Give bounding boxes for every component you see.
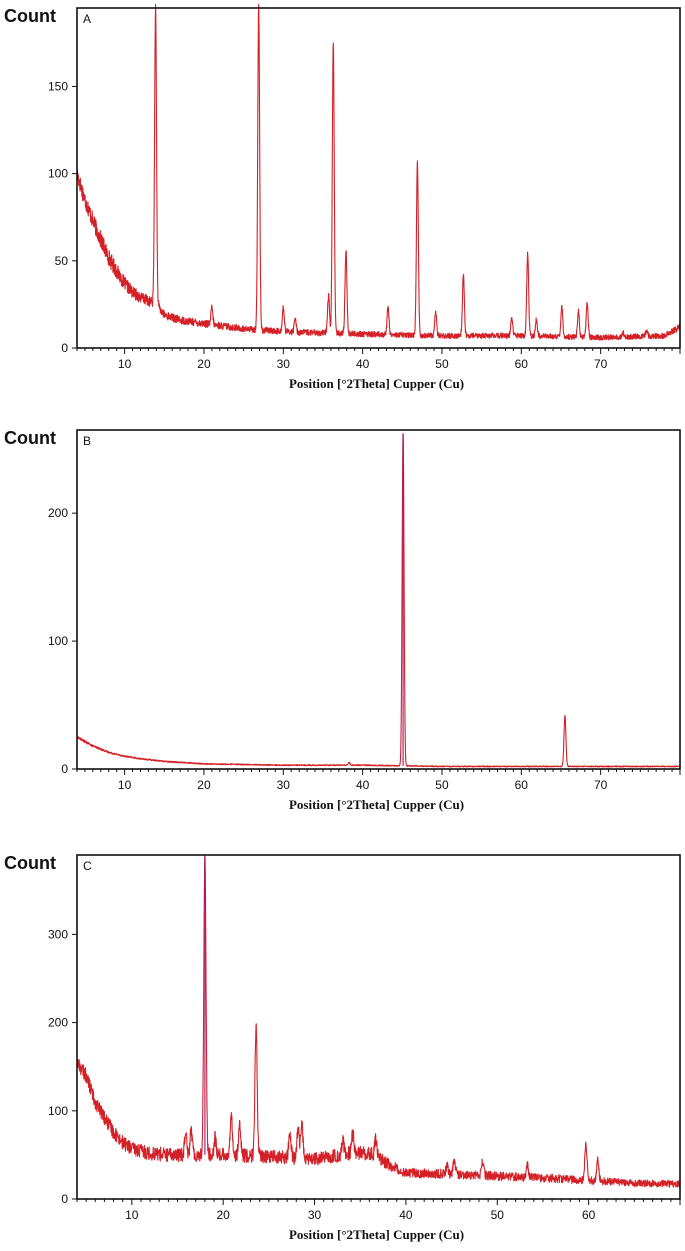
y-tick-label: 0 bbox=[61, 762, 68, 776]
panel-label: A bbox=[83, 12, 91, 26]
panel-label: C bbox=[83, 859, 92, 873]
y-tick-label: 0 bbox=[61, 341, 68, 355]
y-axis-label: Count bbox=[4, 853, 56, 873]
x-tick-label: 20 bbox=[197, 778, 211, 792]
plot-frame bbox=[76, 854, 681, 1200]
x-axis-label: Position [°2Theta] Cupper (Cu) bbox=[289, 1227, 464, 1242]
x-tick-label: 40 bbox=[356, 357, 370, 371]
y-tick-label: 100 bbox=[48, 634, 68, 648]
x-tick-label: 40 bbox=[399, 1208, 413, 1222]
x-tick-label: 30 bbox=[277, 357, 291, 371]
y-axis-label: Count bbox=[4, 428, 56, 448]
x-tick-label: 60 bbox=[582, 1208, 596, 1222]
panel-b: 10 20 30 40 50 60 70 0 100 200 Count Position [°2Th… bbox=[4, 428, 681, 812]
panel-c: 10 20 30 40 50 60 0 100 200 300 Count Position [°2T… bbox=[4, 853, 681, 1242]
y-tick-label: 100 bbox=[48, 167, 68, 181]
x-tick-label: 50 bbox=[435, 357, 449, 371]
plot-frame bbox=[76, 429, 681, 770]
y-tick-label: 200 bbox=[48, 1016, 68, 1030]
x-tick-label: 40 bbox=[356, 778, 370, 792]
x-tick-label: 20 bbox=[217, 1208, 231, 1222]
x-tick-label: 10 bbox=[118, 778, 132, 792]
x-tick-label: 60 bbox=[515, 357, 529, 371]
diffraction-trace-b bbox=[76, 432, 681, 768]
x-tick-label: 50 bbox=[435, 778, 449, 792]
plot-frame bbox=[76, 7, 681, 349]
panel-label: B bbox=[83, 434, 91, 448]
x-tick-label: 10 bbox=[118, 357, 132, 371]
y-tick-label: 50 bbox=[55, 254, 69, 268]
x-axis-label: Position [°2Theta] Cupper (Cu) bbox=[289, 376, 464, 391]
x-tick-label: 70 bbox=[594, 357, 608, 371]
panel-a: 10 20 30 40 50 60 70 0 50 100 150 Count Position [°2… bbox=[4, 3, 681, 391]
y-tick-label: 150 bbox=[48, 79, 68, 93]
diffraction-trace-c bbox=[76, 856, 681, 1188]
x-tick-label: 20 bbox=[197, 357, 211, 371]
x-tick-label: 70 bbox=[594, 778, 608, 792]
x-tick-label: 30 bbox=[277, 778, 291, 792]
x-tick-label: 30 bbox=[308, 1208, 322, 1222]
x-axis-label: Position [°2Theta] Cupper (Cu) bbox=[289, 797, 464, 812]
y-tick-label: 0 bbox=[61, 1192, 68, 1206]
x-tick-label: 10 bbox=[125, 1208, 139, 1222]
y-tick-label: 200 bbox=[48, 506, 68, 520]
y-tick-label: 300 bbox=[48, 927, 68, 941]
x-tick-label: 50 bbox=[491, 1208, 505, 1222]
x-tick-label: 60 bbox=[515, 778, 529, 792]
y-tick-label: 100 bbox=[48, 1104, 68, 1118]
diffraction-trace-a bbox=[76, 3, 681, 341]
y-axis-label: Count bbox=[4, 6, 56, 26]
